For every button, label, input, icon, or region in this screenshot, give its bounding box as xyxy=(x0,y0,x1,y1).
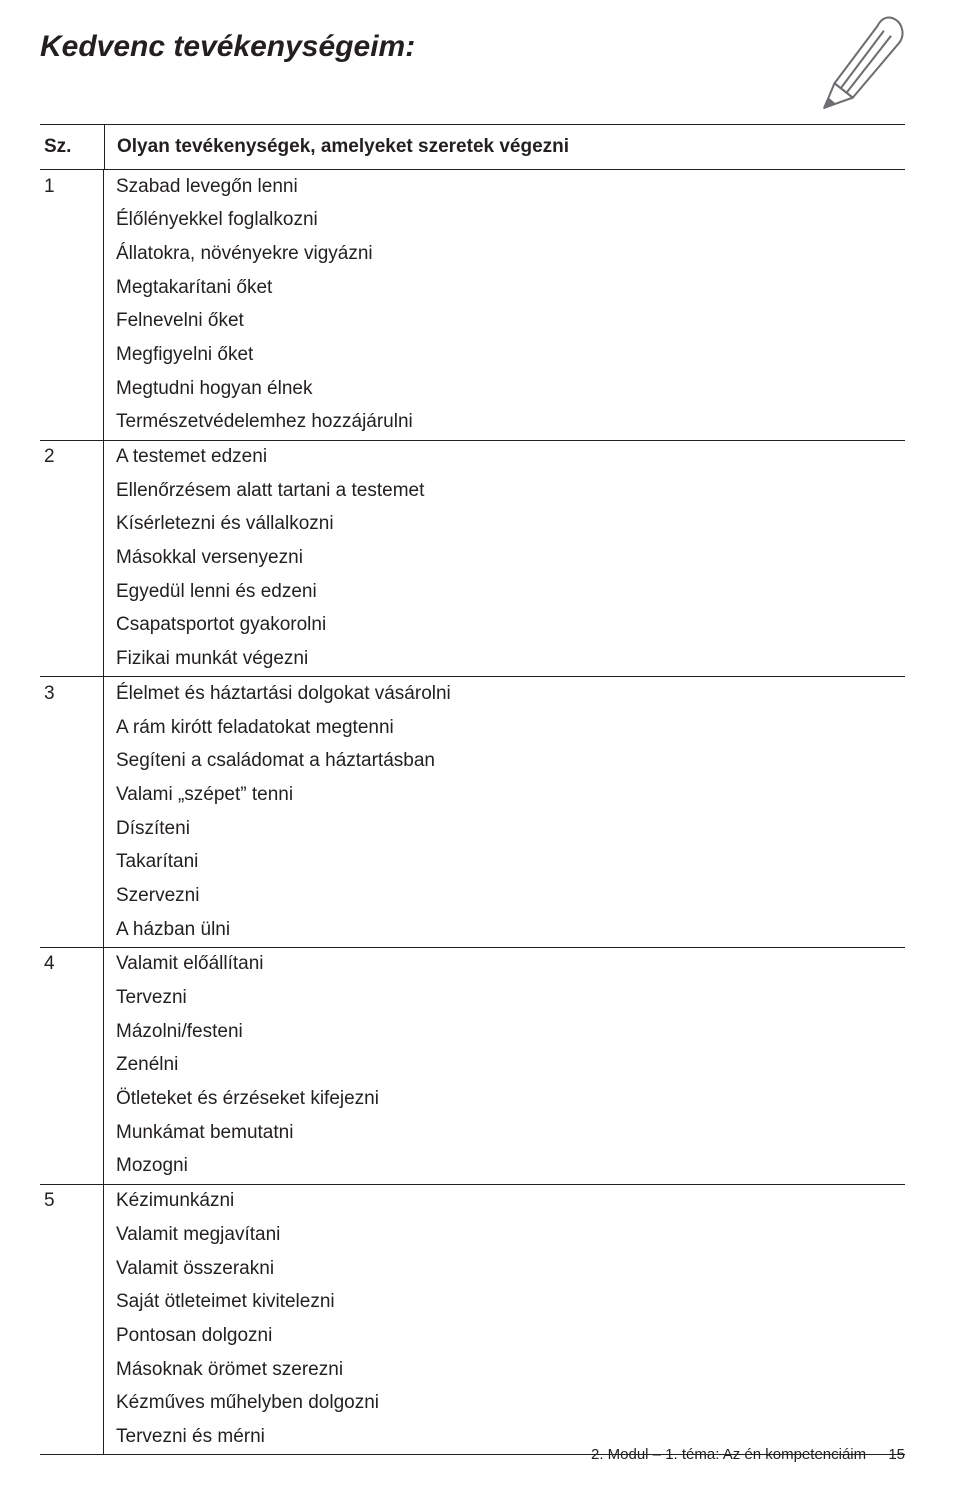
group-number-label: 2 xyxy=(44,441,103,475)
group-number: 3 xyxy=(40,677,104,947)
header-text: Olyan tevékenységek, amelyeket szeretek … xyxy=(104,125,905,169)
group-number: 4 xyxy=(40,948,104,1184)
activity-item: Saját ötleteimet kivitelezni xyxy=(104,1286,905,1320)
table-header-row: Sz. Olyan tevékenységek, amelyeket szere… xyxy=(40,124,905,170)
table-group: 5KézimunkázniValamit megjavítaniValamit … xyxy=(40,1185,905,1456)
table-body: 1Szabad levegőn lenniÉlőlényekkel foglal… xyxy=(40,170,905,1455)
group-number-label: 4 xyxy=(44,948,103,982)
group-number: 2 xyxy=(40,441,104,677)
activity-item: Állatokra, növényekre vigyázni xyxy=(104,237,905,271)
activity-item: Szabad levegőn lenni xyxy=(104,170,905,204)
pencil-icon xyxy=(812,14,914,116)
table-group-row: 1Szabad levegőn lenniÉlőlényekkel foglal… xyxy=(40,170,905,440)
group-items: KézimunkázniValamit megjavítaniValamit ö… xyxy=(104,1185,905,1455)
group-items: Szabad levegőn lenniÉlőlényekkel foglalk… xyxy=(104,170,905,440)
activity-item: Valamit megjavítani xyxy=(104,1218,905,1252)
activity-item: Mozogni xyxy=(104,1150,905,1184)
group-items: Élelmet és háztartási dolgokat vásárolni… xyxy=(104,677,905,947)
activity-item: Kézműves műhelyben dolgozni xyxy=(104,1387,905,1421)
activity-item: Zenélni xyxy=(104,1049,905,1083)
activities-table: Sz. Olyan tevékenységek, amelyeket szere… xyxy=(40,124,905,1455)
table-group-row: 4Valamit előállítaniTervezniMázolni/fest… xyxy=(40,948,905,1184)
table-group: 2A testemet edzeniEllenőrzésem alatt tar… xyxy=(40,441,905,678)
activity-item: Megtudni hogyan élnek xyxy=(104,372,905,406)
activity-item: Fizikai munkát végezni xyxy=(104,643,905,677)
table-group-row: 5KézimunkázniValamit megjavítaniValamit … xyxy=(40,1185,905,1455)
activity-item: Élelmet és háztartási dolgokat vásárolni xyxy=(104,677,905,711)
activity-item: A házban ülni xyxy=(104,913,905,947)
activity-item: Megfigyelni őket xyxy=(104,338,905,372)
activity-item: Valami „szépet” tenni xyxy=(104,778,905,812)
activity-item: Ötleteket és érzéseket kifejezni xyxy=(104,1083,905,1117)
group-items: Valamit előállítaniTervezniMázolni/feste… xyxy=(104,948,905,1184)
table-group: 4Valamit előállítaniTervezniMázolni/fest… xyxy=(40,948,905,1185)
activity-item: Pontosan dolgozni xyxy=(104,1319,905,1353)
activity-item: Csapatsportot gyakorolni xyxy=(104,609,905,643)
activity-item: Másokkal versenyezni xyxy=(104,542,905,576)
group-number-label: 5 xyxy=(44,1185,103,1219)
group-number: 5 xyxy=(40,1185,104,1455)
activity-item: Kézimunkázni xyxy=(104,1185,905,1219)
activity-item: Tervezni xyxy=(104,982,905,1016)
table-group-row: 3Élelmet és háztartási dolgokat vásároln… xyxy=(40,677,905,947)
table-group: 1Szabad levegőn lenniÉlőlényekkel foglal… xyxy=(40,170,905,441)
activity-item: A rám kirótt feladatokat megtenni xyxy=(104,711,905,745)
activity-item: Megtakarítani őket xyxy=(104,271,905,305)
page-title: Kedvenc tevékenységeim: xyxy=(40,30,905,64)
activity-item: Természetvédelemhez hozzájárulni xyxy=(104,406,905,440)
header-number: Sz. xyxy=(40,125,104,169)
page: Kedvenc tevékenységeim: Sz. Olyan tevéke… xyxy=(0,0,960,1495)
activity-item: Kísérletezni és vállalkozni xyxy=(104,508,905,542)
activity-item: A testemet edzeni xyxy=(104,441,905,475)
activity-item: Munkámat bemutatni xyxy=(104,1116,905,1150)
activity-item: Díszíteni xyxy=(104,812,905,846)
group-number-label: 3 xyxy=(44,677,103,711)
activity-item: Takarítani xyxy=(104,846,905,880)
group-items: A testemet edzeniEllenőrzésem alatt tart… xyxy=(104,441,905,677)
activity-item: Másoknak örömet szerezni xyxy=(104,1353,905,1387)
activity-item: Egyedül lenni és edzeni xyxy=(104,575,905,609)
group-number: 1 xyxy=(40,170,104,440)
table-group: 3Élelmet és háztartási dolgokat vásároln… xyxy=(40,677,905,948)
activity-item: Mázolni/festeni xyxy=(104,1015,905,1049)
activity-item: Valamit összerakni xyxy=(104,1252,905,1286)
activity-item: Élőlényekkel foglalkozni xyxy=(104,204,905,238)
table-group-row: 2A testemet edzeniEllenőrzésem alatt tar… xyxy=(40,441,905,677)
activity-item: Felnevelni őket xyxy=(104,305,905,339)
activity-item: Segíteni a családomat a háztartásban xyxy=(104,745,905,779)
activity-item: Szervezni xyxy=(104,879,905,913)
activity-item: Ellenőrzésem alatt tartani a testemet xyxy=(104,474,905,508)
group-number-label: 1 xyxy=(44,170,103,204)
activity-item: Valamit előállítani xyxy=(104,948,905,982)
